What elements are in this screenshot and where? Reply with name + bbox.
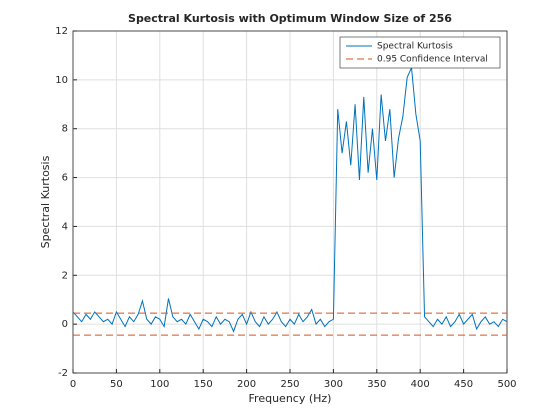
x-tick-label: 0 <box>70 379 76 390</box>
x-axis-label: Frequency (Hz) <box>249 392 332 405</box>
y-tick-label: 6 <box>62 173 68 184</box>
y-tick-label: 4 <box>62 221 68 232</box>
legend-box <box>339 36 501 69</box>
x-tick-label: 150 <box>194 379 213 390</box>
y-tick-label: 8 <box>62 124 68 135</box>
x-tick-label: 450 <box>454 379 473 390</box>
legend-label: Spectral Kurtosis <box>377 42 453 52</box>
x-tick-label: 50 <box>110 379 123 390</box>
y-tick-label: 0 <box>62 319 68 330</box>
plot-frame <box>72 30 508 374</box>
y-tick-label: 2 <box>62 270 68 281</box>
x-tick-label: 400 <box>411 379 430 390</box>
legend-label: 0.95 Confidence Interval <box>377 55 488 65</box>
x-tick-label: 300 <box>324 379 343 390</box>
x-tick-label: 250 <box>280 379 299 390</box>
y-axis-label: Spectral Kurtosis <box>39 155 52 248</box>
x-tick-label: 500 <box>497 379 516 390</box>
x-tick-label: 350 <box>367 379 386 390</box>
y-tick-label: 12 <box>55 26 68 37</box>
y-tick-label: -2 <box>58 368 68 379</box>
x-tick-label: 100 <box>150 379 169 390</box>
chart-title: Spectral Kurtosis with Optimum Window Si… <box>128 12 452 25</box>
x-tick-label: 200 <box>237 379 256 390</box>
y-tick-label: 10 <box>55 75 68 86</box>
